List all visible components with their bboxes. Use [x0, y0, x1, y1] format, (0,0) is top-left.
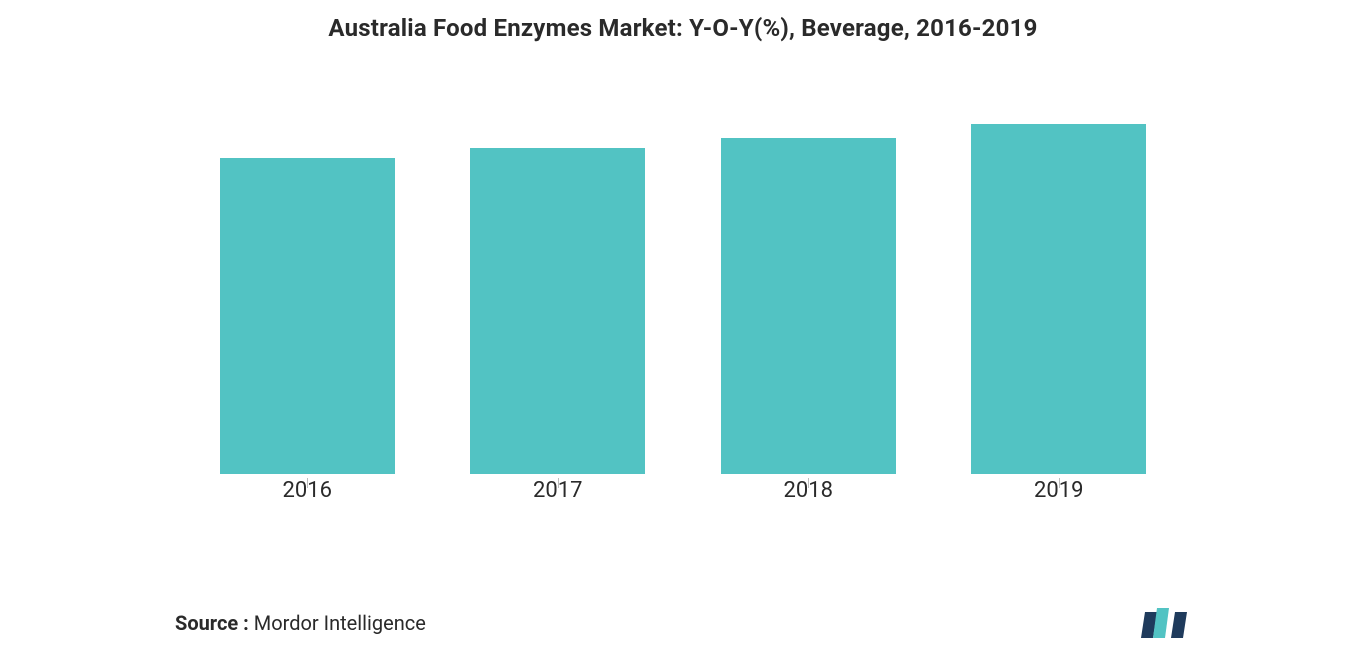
x-axis-label: 2016 [182, 478, 433, 503]
x-axis-label: 2017 [433, 478, 684, 503]
bar [971, 124, 1146, 474]
source-value: Mordor Intelligence [254, 611, 426, 635]
bar [721, 138, 896, 474]
bar-slot [433, 64, 684, 474]
x-axis-labels: 2016201720182019 [182, 478, 1184, 503]
x-axis-label: 2018 [683, 478, 934, 503]
bar-slot [683, 64, 934, 474]
x-axis-label: 2019 [934, 478, 1185, 503]
bar [220, 158, 395, 474]
source-label: Source : [175, 611, 254, 635]
bar [470, 148, 645, 474]
plot-area [182, 64, 1184, 474]
bar-slot [934, 64, 1185, 474]
chart-container: Australia Food Enzymes Market: Y-O-Y(%),… [0, 0, 1366, 655]
bars-group [182, 64, 1184, 474]
mordor-logo-icon [1139, 608, 1191, 640]
source-attribution: Source : Mordor Intelligence [175, 611, 426, 635]
bar-slot [182, 64, 433, 474]
chart-title: Australia Food Enzymes Market: Y-O-Y(%),… [0, 14, 1366, 42]
